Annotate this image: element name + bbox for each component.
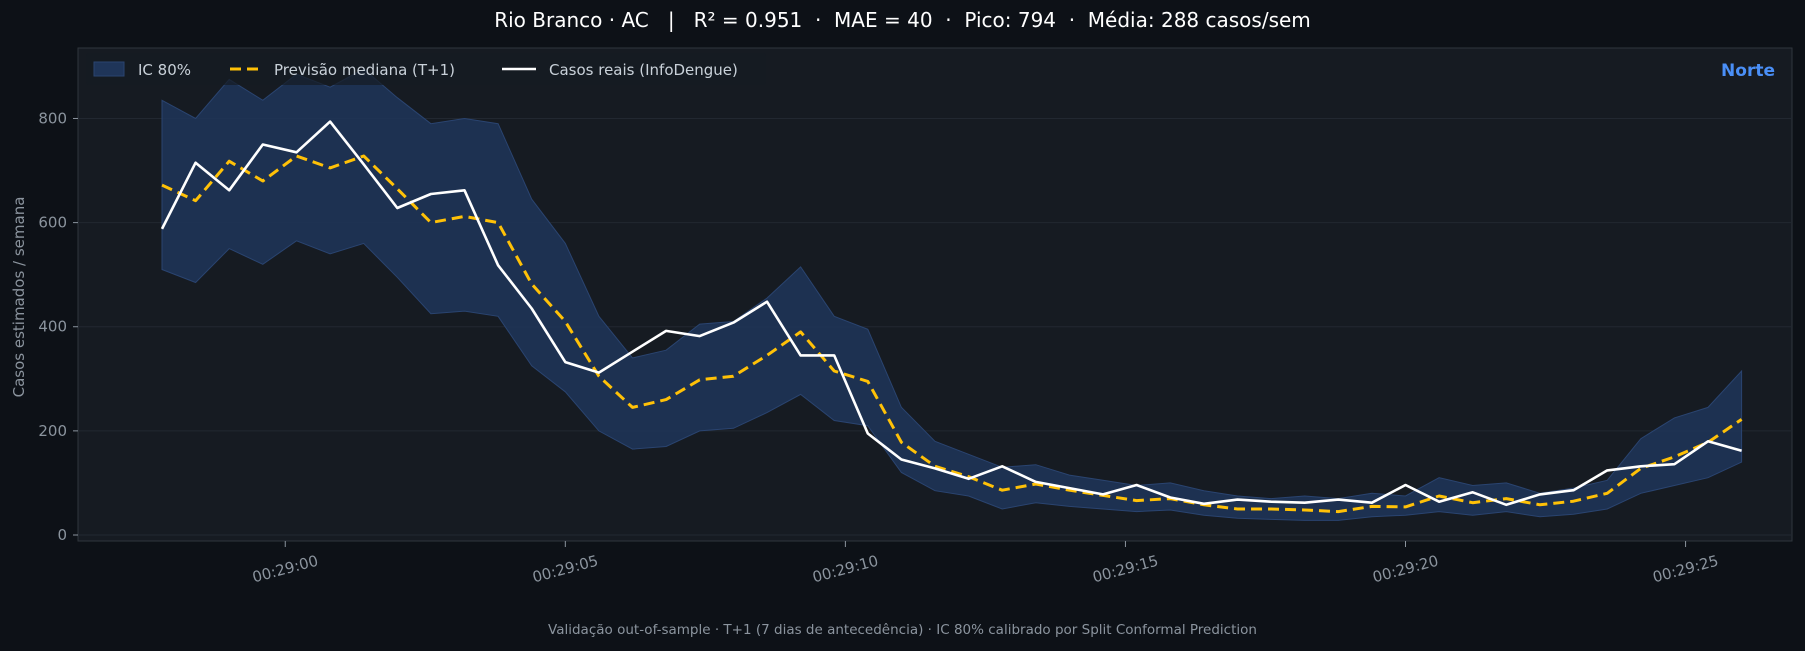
footer-note: Validação out-of-sample · T+1 (7 dias de… — [548, 622, 1257, 638]
x-tick-label: 00:29:25 — [1651, 552, 1721, 587]
forecast-median-line — [161, 154, 1743, 514]
actual-cases-line — [160, 120, 1742, 507]
legend-label-forecast: Previsão mediana (T+1) — [274, 61, 455, 79]
series-lines-layer — [160, 120, 1743, 514]
y-tick-label: 0 — [57, 526, 67, 544]
y-axis-ticks: 0 200 400 600 800 — [38, 109, 78, 544]
x-tick-label: 00:29:20 — [1371, 552, 1441, 587]
x-axis-ticks: 00:29:00 00:29:05 00:29:10 00:29:15 00:29:20… — [250, 541, 1720, 586]
legend-swatch-band — [93, 61, 125, 77]
x-tick-label: 00:29:05 — [530, 552, 600, 587]
y-tick-label: 800 — [38, 109, 67, 127]
y-tick-label: 400 — [38, 318, 67, 336]
y-tick-label: 200 — [38, 422, 67, 440]
y-axis-label: Casos estimados / semana — [10, 197, 28, 398]
region-label: Norte — [1721, 61, 1775, 81]
legend-label-actual: Casos reais (InfoDengue) — [549, 61, 738, 79]
legend: IC 80% Previsão mediana (T+1) Casos reais … — [86, 53, 766, 85]
x-tick-label: 00:29:10 — [811, 552, 881, 587]
chart-title: Rio Branco · AC | R² = 0.951 · MAE = 40 … — [494, 8, 1311, 32]
legend-box — [86, 53, 766, 85]
x-tick-label: 00:29:00 — [250, 552, 320, 587]
x-tick-label: 00:29:15 — [1091, 552, 1161, 587]
confidence-band-layer — [161, 68, 1743, 521]
confidence-band-80 — [161, 68, 1743, 521]
legend-label-band: IC 80% — [138, 61, 191, 79]
y-tick-label: 600 — [38, 214, 67, 232]
